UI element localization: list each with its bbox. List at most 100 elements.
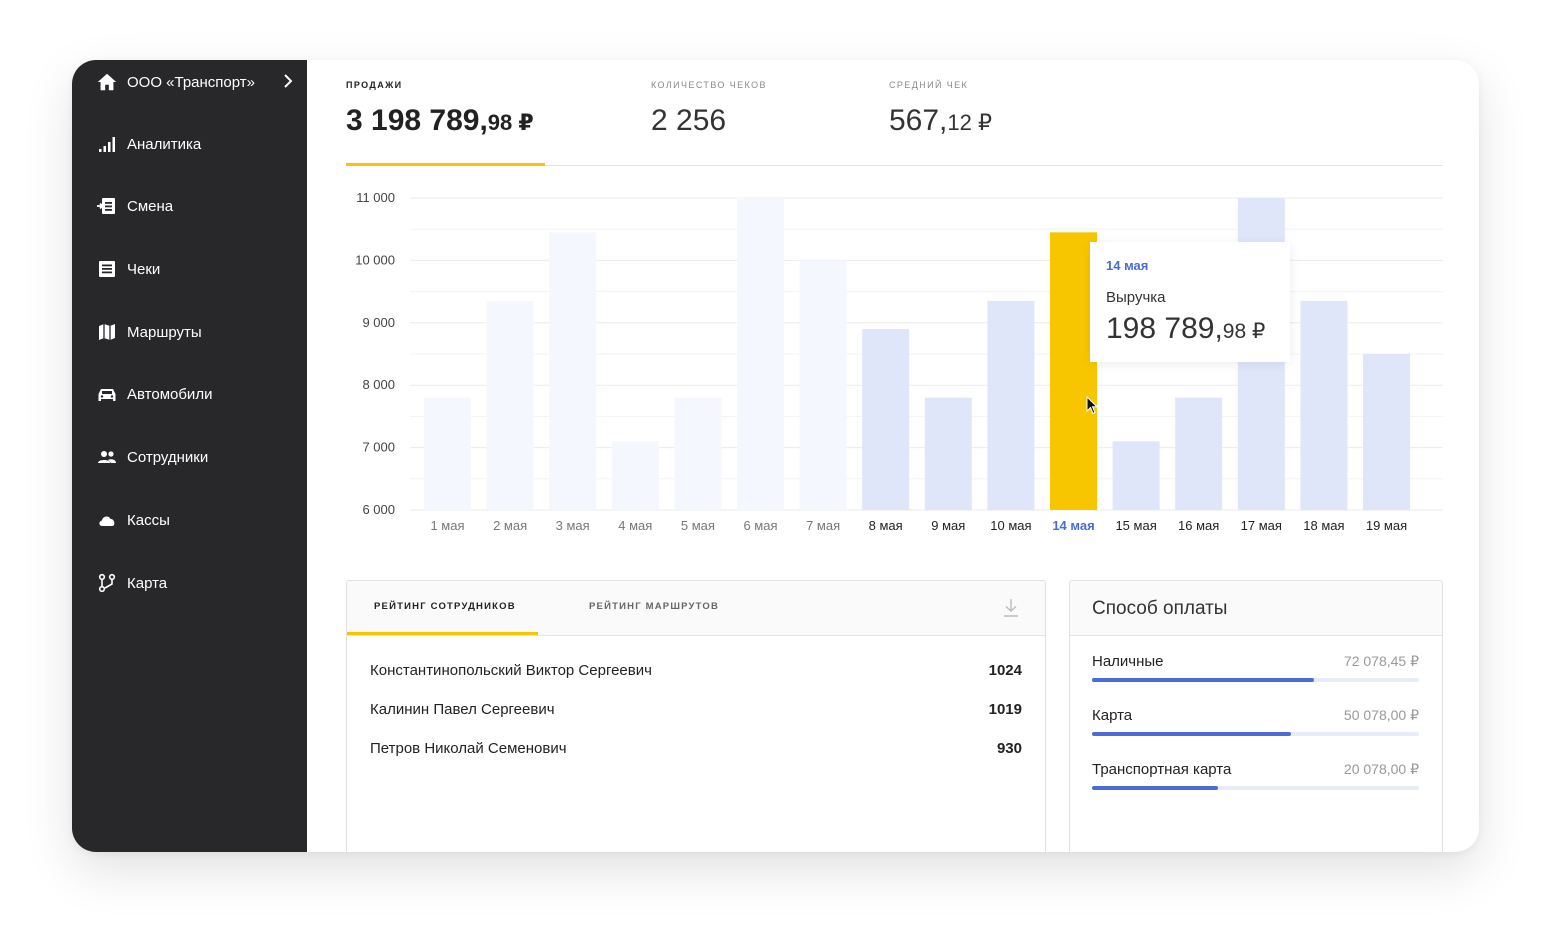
kpi-sales[interactable]: ПРОДАЖИ 3 198 789,98 ₽ — [346, 80, 534, 138]
sidebar-item-shift[interactable]: Смена — [96, 194, 296, 218]
payment-amount: 20 078,00 ₽ — [1343, 761, 1419, 777]
payment-progress-fill — [1092, 786, 1218, 790]
payment-amount: 50 078,00 ₽ — [1343, 707, 1419, 723]
sidebar-item-employees[interactable]: Сотрудники — [96, 445, 296, 469]
payment-progress-track — [1092, 732, 1419, 736]
sidebar-item-receipts[interactable]: Чеки — [96, 257, 296, 281]
payment-progress-fill — [1092, 732, 1292, 736]
kpi-active-indicator — [346, 163, 545, 166]
employee-rating-card: РЕЙТИНГ СОТРУДНИКОВ РЕЙТИНГ МАРШРУТОВ Ко… — [346, 580, 1046, 852]
car-icon — [96, 383, 118, 405]
chevron-right-icon — [284, 74, 293, 88]
sidebar-item-label: Карта — [127, 574, 168, 592]
chart-bar — [924, 397, 972, 510]
payment-row-card: Карта 50 078,00 ₽ — [1092, 707, 1419, 737]
sidebar-item-label: Кассы — [127, 511, 170, 529]
org-name: ООО «Транспорт» — [127, 73, 255, 91]
chart-bar — [1300, 300, 1348, 510]
employee-score: 1019 — [988, 701, 1022, 718]
payment-progress-fill — [1092, 678, 1315, 682]
sidebar-item-cashboxes[interactable]: Кассы — [96, 508, 296, 532]
y-tick-label: 11 000 — [356, 190, 395, 205]
shift-icon — [96, 195, 118, 217]
kpi-receipts-count[interactable]: КОЛИЧЕСТВО ЧЕКОВ 2 256 — [651, 80, 767, 138]
x-tick-label: 6 мая — [743, 518, 777, 533]
chart-bar — [1050, 232, 1097, 510]
chart-bar — [611, 441, 659, 510]
x-tick-label: 4 мая — [618, 518, 652, 533]
chart-bar — [987, 300, 1035, 510]
employee-score: 1024 — [988, 662, 1022, 679]
sidebar-item-cars[interactable]: Автомобили — [96, 382, 296, 406]
payment-name: Карта — [1092, 707, 1133, 724]
app-window: ООО «Транспорт» Аналитика Смена Чеки — [72, 60, 1479, 852]
home-icon — [96, 71, 118, 93]
tab-employee-rating[interactable]: РЕЙТИНГ СОТРУДНИКОВ — [374, 601, 516, 612]
sidebar-item-analytics[interactable]: Аналитика — [96, 132, 296, 156]
y-tick-label: 6 000 — [362, 502, 395, 517]
table-row[interactable]: Константинопольский Виктор Сергеевич 102… — [370, 662, 1022, 682]
sidebar-item-label: Чеки — [127, 260, 161, 278]
x-tick-label: 15 мая — [1115, 518, 1156, 533]
sidebar-item-label: Сотрудники — [127, 448, 209, 466]
kpi-average-receipt[interactable]: СРЕДНИЙ ЧЕК 567,12 ₽ — [889, 80, 992, 138]
kpi-label: ПРОДАЖИ — [346, 80, 403, 90]
download-icon[interactable] — [1001, 597, 1021, 619]
chart-bar — [1175, 397, 1223, 510]
kpi-label: КОЛИЧЕСТВО ЧЕКОВ — [651, 80, 767, 90]
payment-name: Наличные — [1092, 653, 1164, 670]
chart-bar — [674, 397, 722, 510]
tooltip-label: Выручка — [1106, 289, 1166, 306]
people-icon — [96, 446, 118, 468]
kpi-value: 567,12 ₽ — [889, 104, 992, 137]
employee-name: Калинин Павел Сергеевич — [370, 701, 555, 718]
x-tick-label: 1 мая — [430, 518, 464, 533]
sidebar-item-label: Смена — [127, 197, 174, 215]
rating-tabs: РЕЙТИНГ СОТРУДНИКОВ РЕЙТИНГ МАРШРУТОВ — [347, 581, 1045, 636]
revenue-bar-chart: 6 000 7 000 8 000 9 000 10 000 11 000 1 мая 2 м… — [355, 190, 1443, 533]
payment-row-transport-card: Транспортная карта 20 078,00 ₽ — [1092, 761, 1419, 791]
employee-name: Петров Николай Семенович — [370, 740, 567, 757]
y-tick-label: 10 000 — [355, 252, 395, 267]
chart-tooltip: 14 мая Выручка 198 789,98 ₽ — [1090, 242, 1290, 362]
y-tick-label: 8 000 — [362, 377, 395, 392]
payment-progress-track — [1092, 678, 1419, 682]
main-content: ПРОДАЖИ 3 198 789,98 ₽ КОЛИЧЕСТВО ЧЕКОВ … — [307, 60, 1479, 852]
x-tick-label: 9 мая — [931, 518, 965, 533]
payment-amount: 72 078,45 ₽ — [1343, 653, 1419, 669]
cloud-icon — [96, 509, 118, 531]
chart-bar — [1363, 354, 1410, 510]
employee-score: 930 — [996, 740, 1022, 757]
payment-header: Способ оплаты — [1070, 581, 1442, 636]
sidebar-item-label: Автомобили — [127, 385, 213, 403]
table-row[interactable]: Петров Николай Семенович 930 — [370, 740, 1022, 760]
tab-active-indicator — [347, 632, 538, 635]
x-tick-label: 17 мая — [1241, 518, 1282, 533]
sidebar: ООО «Транспорт» Аналитика Смена Чеки — [72, 60, 307, 852]
kpi-divider — [346, 165, 1443, 166]
chart-bar — [737, 198, 784, 510]
payment-title: Способ оплаты — [1092, 598, 1228, 619]
x-tick-label: 2 мая — [493, 518, 527, 533]
table-row[interactable]: Калинин Павел Сергеевич 1019 — [370, 701, 1022, 721]
kpi-value: 2 256 — [651, 104, 727, 137]
tooltip-date: 14 мая — [1106, 258, 1149, 273]
chart-bar — [424, 397, 471, 510]
y-tick-label: 9 000 — [362, 315, 395, 330]
y-tick-label: 7 000 — [362, 440, 395, 455]
tab-route-rating[interactable]: РЕЙТИНГ МАРШРУТОВ — [589, 601, 720, 612]
org-switcher[interactable]: ООО «Транспорт» — [96, 70, 296, 94]
sidebar-item-routes[interactable]: Маршруты — [96, 320, 296, 344]
chart-bar — [486, 300, 534, 510]
kpi-value: 3 198 789,98 ₽ — [346, 104, 534, 137]
chart-bar — [799, 260, 847, 510]
chart-bar — [549, 232, 597, 510]
sidebar-item-label: Аналитика — [127, 135, 202, 153]
x-tick-label: 10 мая — [990, 518, 1031, 533]
sidebar-item-label: Маршруты — [127, 323, 202, 341]
sidebar-item-map[interactable]: Карта — [96, 571, 296, 595]
x-tick-label: 3 мая — [556, 518, 590, 533]
chart-bar — [862, 329, 910, 510]
x-tick-label: 19 мая — [1366, 518, 1407, 533]
payment-method-card: Способ оплаты Наличные 72 078,45 ₽ Карта… — [1069, 580, 1443, 852]
